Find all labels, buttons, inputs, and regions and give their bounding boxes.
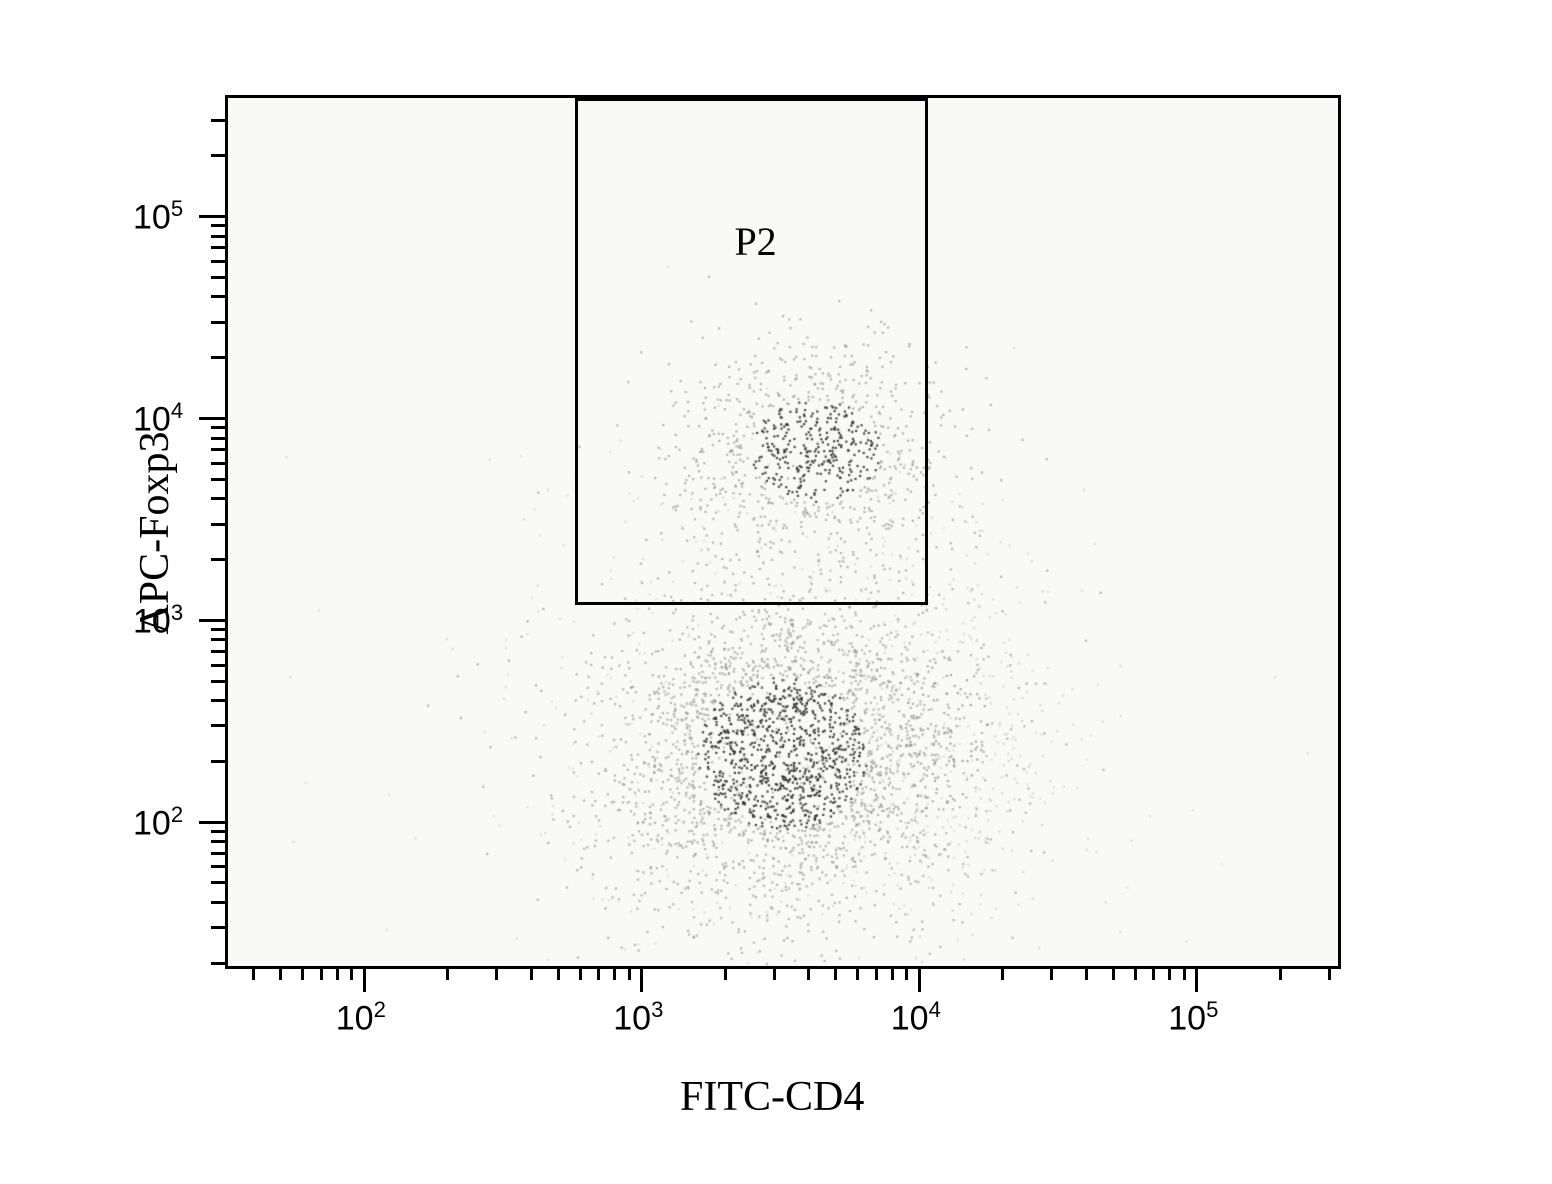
x-tick — [807, 966, 810, 980]
y-tick — [211, 321, 225, 324]
y-tick — [211, 901, 225, 904]
x-tick-label: 103 — [613, 997, 663, 1038]
y-tick — [211, 830, 225, 833]
y-tick — [211, 154, 225, 157]
plot-area: P2 — [225, 95, 1341, 969]
x-axis-label: FITC-CD4 — [680, 1073, 864, 1121]
y-tick — [211, 276, 225, 279]
x-tick — [446, 966, 449, 980]
x-tick — [773, 966, 776, 980]
y-tick — [199, 821, 225, 824]
y-tick — [211, 558, 225, 561]
y-tick — [211, 852, 225, 855]
y-tick — [211, 628, 225, 631]
y-tick — [211, 881, 225, 884]
y-tick — [211, 224, 225, 227]
x-tick — [891, 966, 894, 980]
x-tick — [252, 966, 255, 980]
x-tick — [1195, 966, 1198, 992]
x-tick — [530, 966, 533, 980]
x-tick — [1168, 966, 1171, 980]
x-tick — [628, 966, 631, 980]
x-tick — [834, 966, 837, 980]
y-tick — [211, 638, 225, 641]
x-tick — [1279, 966, 1282, 980]
x-tick — [279, 966, 282, 980]
x-tick — [579, 966, 582, 980]
y-tick — [211, 448, 225, 451]
scatter-points-layer — [228, 98, 1338, 966]
x-tick — [918, 966, 921, 992]
y-tick — [211, 246, 225, 249]
x-tick — [1001, 966, 1004, 980]
y-tick — [211, 699, 225, 702]
x-tick — [875, 966, 878, 980]
x-tick-label: 105 — [1168, 997, 1218, 1038]
y-tick — [199, 215, 225, 218]
y-tick — [211, 865, 225, 868]
y-tick — [211, 295, 225, 298]
x-tick — [1134, 966, 1137, 980]
y-tick-label: 102 — [133, 802, 183, 843]
y-tick — [211, 426, 225, 429]
x-tick — [495, 966, 498, 980]
y-tick — [211, 119, 225, 122]
x-tick — [856, 966, 859, 980]
y-tick — [211, 724, 225, 727]
y-tick — [211, 760, 225, 763]
y-tick — [211, 356, 225, 359]
x-tick — [363, 966, 366, 992]
y-tick — [211, 260, 225, 263]
x-tick — [320, 966, 323, 980]
y-tick — [211, 664, 225, 667]
y-tick — [199, 619, 225, 622]
x-tick — [597, 966, 600, 980]
y-tick — [211, 840, 225, 843]
x-tick — [301, 966, 304, 980]
x-tick — [1112, 966, 1115, 980]
y-tick — [211, 680, 225, 683]
x-tick-label: 102 — [336, 997, 386, 1038]
x-tick — [1085, 966, 1088, 980]
y-tick — [211, 497, 225, 500]
y-tick — [211, 235, 225, 238]
gate-p2-label: P2 — [734, 218, 776, 265]
y-tick — [211, 478, 225, 481]
y-tick — [211, 650, 225, 653]
x-tick — [1050, 966, 1053, 980]
y-tick-label: 103 — [133, 600, 183, 641]
x-tick — [613, 966, 616, 980]
x-tick — [1328, 966, 1331, 980]
y-tick-label: 105 — [133, 196, 183, 237]
x-tick — [336, 966, 339, 980]
y-tick — [211, 462, 225, 465]
x-tick — [1152, 966, 1155, 980]
y-tick — [211, 962, 225, 965]
y-tick — [199, 417, 225, 420]
x-tick — [640, 966, 643, 992]
x-tick-label: 104 — [891, 997, 941, 1038]
x-tick — [1183, 966, 1186, 980]
x-tick — [350, 966, 353, 980]
y-tick — [211, 926, 225, 929]
y-tick — [211, 437, 225, 440]
x-tick — [724, 966, 727, 980]
x-tick — [557, 966, 560, 980]
y-tick — [211, 523, 225, 526]
y-tick-label: 104 — [133, 398, 183, 439]
x-tick — [905, 966, 908, 980]
